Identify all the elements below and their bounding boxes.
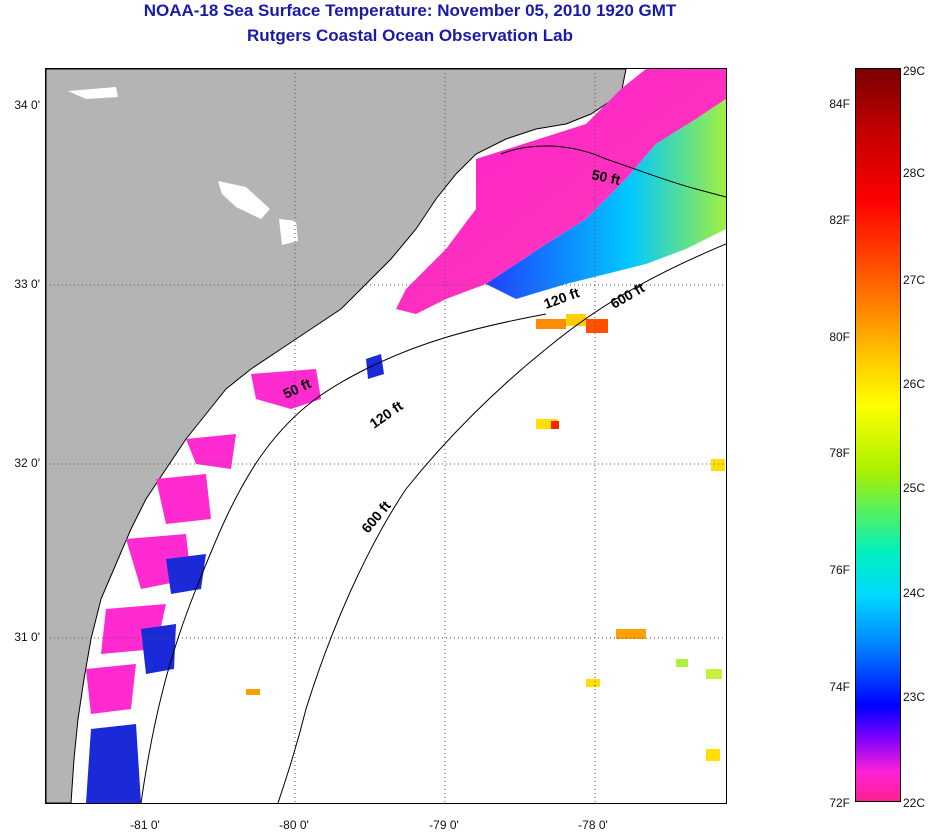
isobath-label-600ft-north: 600 ft bbox=[608, 279, 648, 311]
colorbar-label-28c: 28C bbox=[903, 166, 926, 180]
map-subtitle: Rutgers Coastal Ocean Observation Lab bbox=[247, 26, 573, 45]
lon-label-79: -79 0' bbox=[429, 818, 459, 832]
map-title: NOAA-18 Sea Surface Temperature: Novembe… bbox=[143, 1, 677, 20]
colorbar-label-72f: 72F bbox=[829, 796, 850, 810]
colorbar-label-26c: 26C bbox=[903, 377, 926, 391]
colorbar-label-24c: 24C bbox=[903, 586, 926, 600]
temperature-colorbar bbox=[855, 68, 901, 802]
colorbar-label-74f: 74F bbox=[829, 680, 850, 694]
colorbar-label-78f: 78F bbox=[829, 446, 850, 460]
lat-label-31: 31 0' bbox=[14, 630, 40, 644]
sst-map-panel[interactable]: 50 ft 50 ft 120 ft 120 ft 600 ft 600 ft bbox=[45, 68, 727, 804]
blue-nearshore-patches bbox=[86, 354, 384, 803]
isobaths bbox=[140, 145, 726, 803]
land-cloud-patches bbox=[68, 87, 298, 245]
lat-label-34: 34 0' bbox=[14, 98, 40, 112]
colorbar-label-25c: 25C bbox=[903, 481, 926, 495]
colorbar-label-27c: 27C bbox=[903, 273, 926, 287]
colorbar-label-29c: 29C bbox=[903, 64, 926, 78]
lon-label-81: -81 0' bbox=[130, 818, 160, 832]
sst-map: 50 ft 50 ft 120 ft 120 ft 600 ft 600 ft bbox=[46, 69, 726, 803]
shelf-front-band bbox=[486, 99, 726, 299]
colorbar-label-76f: 76F bbox=[829, 563, 850, 577]
colorbar-label-22c: 22C bbox=[903, 796, 926, 810]
lon-label-78: -78 0' bbox=[578, 818, 608, 832]
colorbar-label-84f: 84F bbox=[829, 97, 850, 111]
lon-label-80: -80 0' bbox=[279, 818, 309, 832]
colorbar-label-80f: 80F bbox=[829, 330, 850, 344]
gulf-stream-warm-region bbox=[396, 69, 726, 314]
graticule bbox=[46, 69, 726, 803]
colorbar-label-23c: 23C bbox=[903, 690, 926, 704]
lat-label-33: 33 0' bbox=[14, 277, 40, 291]
land-mass bbox=[46, 69, 627, 803]
lat-label-32: 32 0' bbox=[14, 456, 40, 470]
offshore-warm-pixels bbox=[246, 314, 725, 761]
colorbar-label-82f: 82F bbox=[829, 213, 850, 227]
isobath-label-120ft-south: 120 ft bbox=[367, 397, 406, 431]
isobath-label-50ft-north: 50 ft bbox=[590, 166, 622, 188]
